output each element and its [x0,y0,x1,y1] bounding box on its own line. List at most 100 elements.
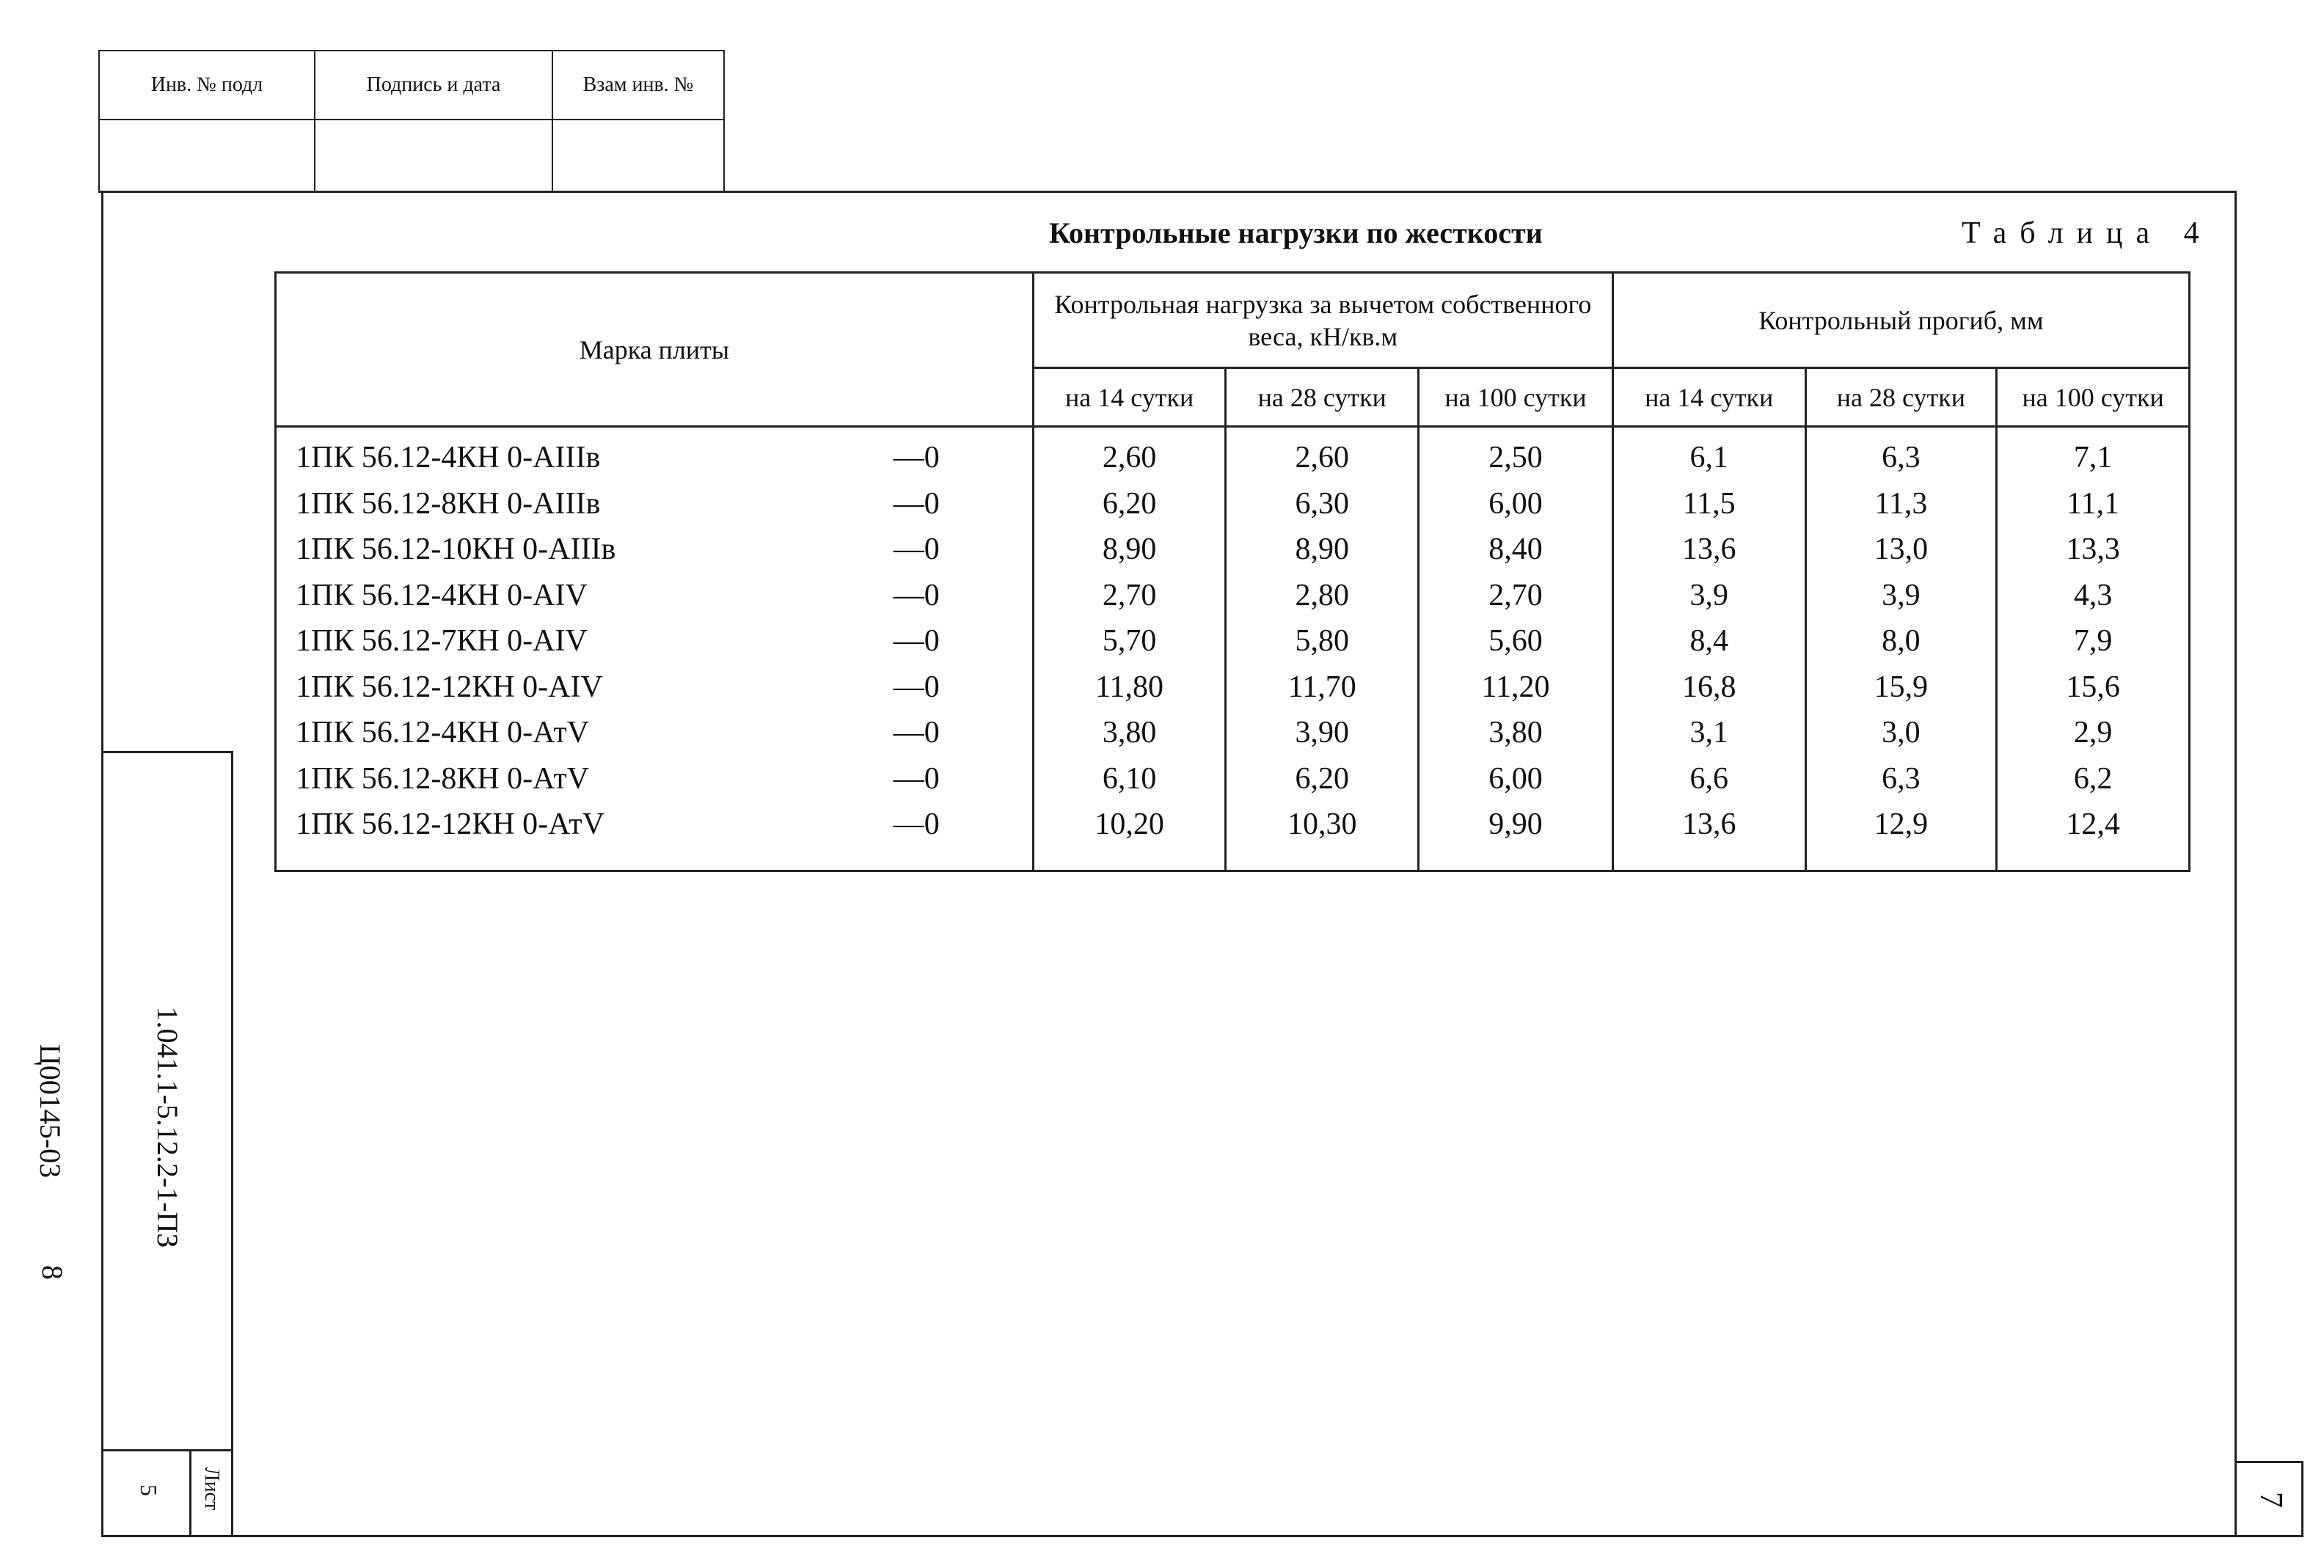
table-row: 1ПК 56.12-4КН 0-АIV —0 2,70 2,80 2,70 3,… [276,572,2190,618]
value-cell: 2,80 [1224,572,1420,618]
table-row: 1ПК 56.12-8КН 0-АтV —0 6,10 6,20 6,00 6,… [276,755,2190,802]
brand-cell: 1ПК 56.12-4КН 0-АIV [296,578,588,612]
side-stamp-top [101,751,233,753]
value-cell: 3,9 [1804,572,1998,618]
value-cell: 5,70 [1031,618,1227,664]
inv-podl-label: Инв. № подл [150,73,263,96]
value-cell: 13,6 [1611,802,1807,871]
sheet-number: 5 [136,1484,162,1496]
signature-date-value [314,119,553,192]
table-row: 1ПК 56.12-12КН 0-АIV —0 11,80 11,70 11,2… [276,664,2190,710]
value-cell: 6,2 [1995,755,2190,802]
corner-page-number: 7 [2254,1492,2290,1508]
sub-col-header: на 100 сутки [1995,367,2190,428]
brand-suffix: —0 [893,441,940,475]
value-cell: 2,60 [1031,426,1227,481]
value-cell: 3,80 [1417,710,1614,756]
value-cell: 5,80 [1224,618,1420,664]
value-cell: 11,20 [1417,664,1614,710]
table-row: 1ПК 56.12-12КН 0-АтV —0 10,20 10,30 9,90… [276,802,2190,871]
side-stamp-divider [101,1449,233,1451]
value-cell: 2,50 [1417,426,1614,481]
frame-left [101,191,103,1537]
table-row: 1ПК 56.12-7КН 0-АIV —0 5,70 5,80 5,60 8,… [276,618,2190,664]
value-cell: 12,9 [1804,802,1998,871]
signature-date-label: Подпись и дата [366,73,501,96]
value-cell: 6,3 [1804,426,1998,481]
value-cell: 9,90 [1417,802,1614,871]
value-cell: 11,80 [1031,664,1227,710]
vzam-inv-value [552,119,725,192]
value-cell: 3,90 [1224,710,1420,756]
value-cell: 13,0 [1804,527,1998,573]
brand-cell: 1ПК 56.12-12КН 0-АIV [296,670,603,704]
value-cell: 15,9 [1804,664,1998,710]
brand-cell: 1ПК 56.12-7КН 0-АIV [296,624,588,658]
brand-cell: 1ПК 56.12-4КН 0-АIIIв [296,441,601,475]
value-cell: 3,0 [1804,710,1998,756]
table-row: 1ПК 56.12-10КН 0-АIIIв —0 8,90 8,90 8,40… [276,527,2190,573]
value-cell: 3,80 [1031,710,1227,756]
value-cell: 8,4 [1611,618,1807,664]
value-cell: 3,1 [1611,710,1807,756]
sub-col-header: на 14 сутки [1611,367,1807,428]
group-deflection-header: Контрольный прогиб, мм [1611,271,2191,369]
value-cell: 8,40 [1417,527,1614,573]
value-cell: 2,70 [1031,572,1227,618]
col-brand-header: Марка плиты [274,271,1034,428]
value-cell: 11,1 [1995,480,2190,527]
value-cell: 13,6 [1611,527,1807,573]
value-cell: 5,60 [1417,618,1614,664]
value-cell: 6,10 [1031,755,1227,802]
value-cell: 2,60 [1224,426,1420,481]
inv-podl-value [98,119,315,192]
side-stamp-mid [189,1449,191,1537]
group-load-header: Контрольная нагрузка за вычетом собствен… [1031,271,1614,369]
value-cell: 8,90 [1031,527,1227,573]
value-cell: 6,00 [1417,480,1614,527]
value-cell: 10,30 [1224,802,1420,871]
value-cell: 6,3 [1804,755,1998,802]
value-cell: 11,5 [1611,480,1807,527]
value-cell: 7,1 [1995,426,2190,481]
value-cell: 6,6 [1611,755,1807,802]
value-cell: 4,3 [1995,572,2190,618]
value-cell: 6,20 [1224,755,1420,802]
value-cell: 13,3 [1995,527,2190,573]
brand-suffix: —0 [893,807,940,841]
value-cell: 11,3 [1804,480,1998,527]
doc-code: 1.041.1-5.12.2-1-ПЗ [151,1006,184,1248]
brand-cell: 1ПК 56.12-10КН 0-АIIIв [296,532,616,566]
table-row: 1ПК 56.12-4КН 0-АтV —0 3,80 3,90 3,80 3,… [276,710,2190,756]
brand-cell: 1ПК 56.12-8КН 0-АтV [296,761,590,796]
brand-cell: 1ПК 56.12-8КН 0-АIIIв [296,486,601,521]
brand-suffix: —0 [893,532,940,566]
value-cell: 2,70 [1417,572,1614,618]
brand-suffix: —0 [893,761,940,796]
brand-suffix: —0 [893,624,940,658]
brand-suffix: —0 [893,670,940,704]
archive-code: Ц00145-03 [34,1044,67,1179]
corner-page-box: 7 [2235,1461,2303,1537]
brand-cell: 1ПК 56.12-4КН 0-АтV [296,716,590,750]
table-title: Контрольные нагрузки по жесткости [1049,216,1543,249]
value-cell: 15,6 [1995,664,2190,710]
brand-suffix: —0 [893,578,940,612]
frame-right [2235,191,2237,1537]
value-cell: 10,20 [1031,802,1227,871]
frame-top [98,191,2236,193]
value-cell: 16,8 [1611,664,1807,710]
value-cell: 2,9 [1995,710,2190,756]
sub-col-header: на 100 сутки [1417,367,1614,428]
table-row: 1ПК 56.12-8КН 0-АIIIв —0 6,20 6,30 6,00 … [276,480,2190,527]
vzam-inv-label: Взам инв. № [582,73,694,96]
value-cell: 11,70 [1224,664,1420,710]
inv-podl-header: Инв. № подл [98,50,315,120]
brand-suffix: —0 [893,716,940,750]
brand-cell: 1ПК 56.12-12КН 0-АтV [296,807,605,841]
value-cell: 6,1 [1611,426,1807,481]
brand-suffix: —0 [893,486,940,521]
sub-col-header: на 28 сутки [1224,367,1420,428]
value-cell: 7,9 [1995,618,2190,664]
value-cell: 6,00 [1417,755,1614,802]
